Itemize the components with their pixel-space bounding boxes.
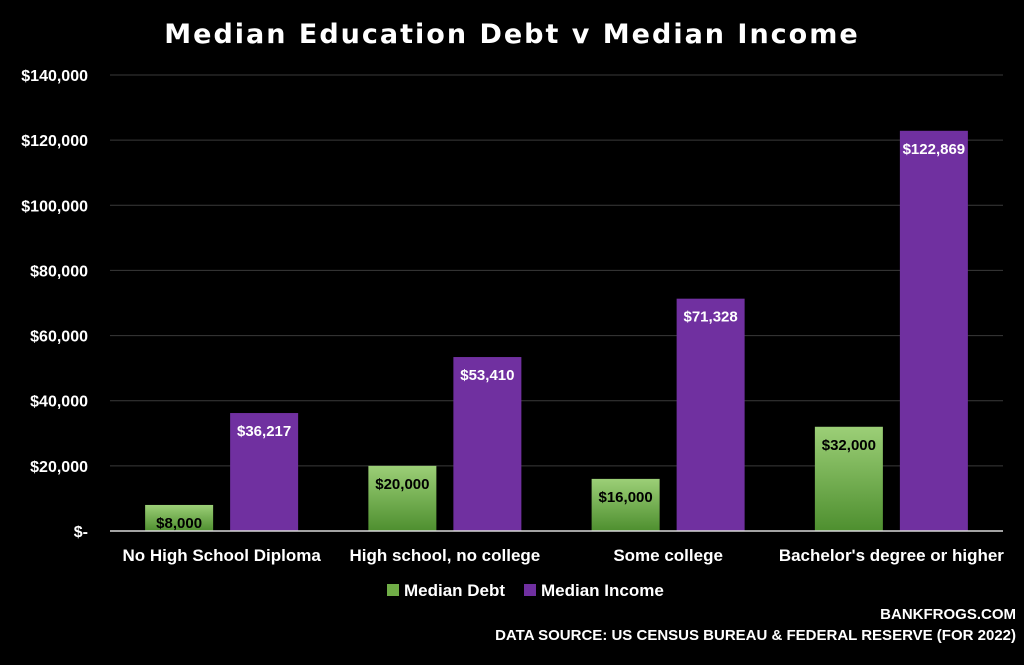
bar-median-income [453,357,522,531]
data-label-median-debt: $16,000 [599,489,653,506]
y-tick-label: $40,000 [30,394,88,411]
data-label-median-income: $122,869 [903,141,966,158]
bar-median-income [899,130,968,532]
x-category-label: Bachelor's degree or higher [779,546,1004,565]
bar-median-debt [145,504,214,531]
legend-swatch-median-debt [387,584,399,596]
x-category-label: Some college [613,546,723,565]
data-labels: $8,000 $36,217 $20,000 $53,410 $16,000 $71,32… [156,141,965,532]
data-label-median-debt: $8,000 [156,515,202,532]
data-label-median-income: $36,217 [237,423,291,440]
footer-source: DATA SOURCE: US CENSUS BUREAU & FEDERAL … [495,627,1016,644]
y-tick-label: $20,000 [30,459,88,476]
x-category-label: No High School Diploma [122,546,321,565]
y-tick-label: $140,000 [21,68,88,85]
bar-median-debt [814,426,883,531]
x-axis-category-labels: No High School Diploma High school, no co… [122,546,1004,565]
bar-median-debt [591,478,660,531]
legend-swatch-median-income [524,584,536,596]
bar-median-income [230,413,299,531]
footer-site: BANKFROGS.COM [880,606,1016,623]
x-category-label: High school, no college [349,546,540,565]
data-label-median-debt: $20,000 [375,476,429,493]
data-label-median-debt: $32,000 [822,437,876,454]
bar-median-income [676,298,745,531]
y-tick-label: $120,000 [21,133,88,150]
y-axis-tick-labels: $- $20,000 $40,000 $60,000 $80,000 $100,000 $1… [21,68,88,541]
y-tick-label: $100,000 [21,198,88,215]
data-label-median-income: $71,328 [684,309,738,326]
y-tick-label: $80,000 [30,263,88,280]
legend: Median Debt Median Income [387,581,664,600]
y-tick-label: $- [74,524,88,541]
bar-median-debt [368,465,437,531]
legend-label-median-income: Median Income [541,581,664,600]
chart-title: Median Education Debt v Median Income [164,19,859,50]
legend-label-median-debt: Median Debt [404,581,505,600]
data-label-median-income: $53,410 [460,367,514,384]
gridlines [110,74,1003,467]
y-tick-label: $60,000 [30,329,88,346]
bars [145,130,968,532]
